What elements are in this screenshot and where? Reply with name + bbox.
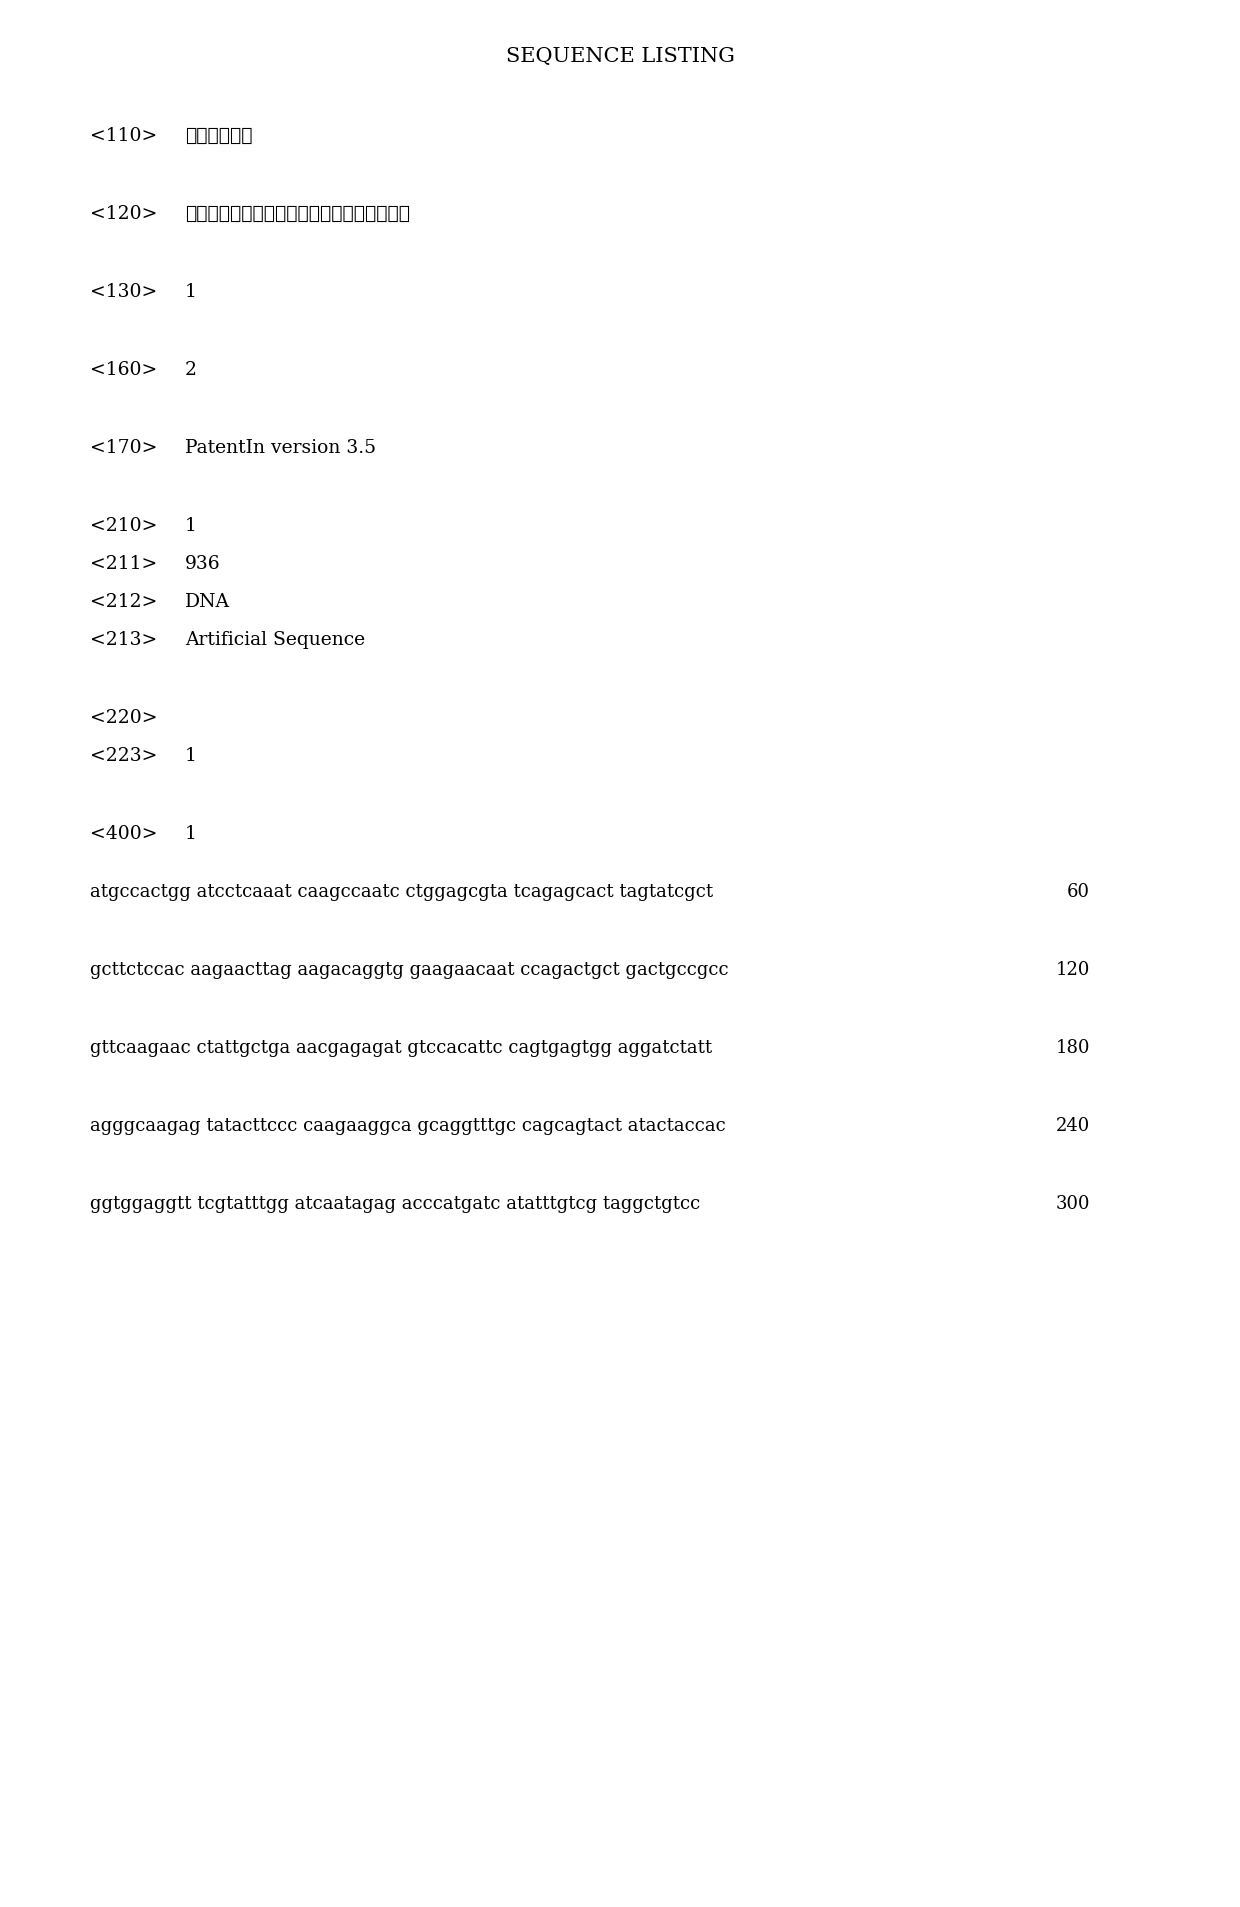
Text: <223>: <223>	[91, 748, 157, 765]
Text: agggcaagag tatacttccc caagaaggca gcaggtttgc cagcagtact atactaccac: agggcaagag tatacttccc caagaaggca gcaggtt…	[91, 1118, 725, 1135]
Text: ggtggaggtt tcgtatttgg atcaatagag acccatgatc atatttgtcg taggctgtcc: ggtggaggtt tcgtatttgg atcaatagag acccatg…	[91, 1196, 701, 1213]
Text: PatentIn version 3.5: PatentIn version 3.5	[185, 439, 376, 458]
Text: <120>: <120>	[91, 204, 157, 223]
Text: <211>: <211>	[91, 555, 157, 572]
Text: <210>: <210>	[91, 517, 157, 536]
Text: 936: 936	[185, 555, 221, 572]
Text: 120: 120	[1055, 961, 1090, 978]
Text: 1: 1	[185, 748, 197, 765]
Text: 1: 1	[185, 282, 197, 301]
Text: DNA: DNA	[185, 593, 229, 610]
Text: 180: 180	[1055, 1039, 1090, 1056]
Text: <220>: <220>	[91, 709, 157, 727]
Text: 一种利用高温酯酶去除废纸浆中胶黄物的方法: 一种利用高温酯酶去除废纸浆中胶黄物的方法	[185, 204, 410, 223]
Text: <160>: <160>	[91, 360, 157, 379]
Text: gttcaagaac ctattgctga aacgagagat gtccacattc cagtgagtgg aggatctatt: gttcaagaac ctattgctga aacgagagat gtccaca…	[91, 1039, 712, 1056]
Text: 60: 60	[1066, 883, 1090, 900]
Text: SEQUENCE LISTING: SEQUENCE LISTING	[506, 48, 734, 67]
Text: Artificial Sequence: Artificial Sequence	[185, 631, 365, 648]
Text: 2: 2	[185, 360, 197, 379]
Text: 华南理工大学: 华南理工大学	[185, 128, 253, 145]
Text: <130>: <130>	[91, 282, 157, 301]
Text: 240: 240	[1055, 1118, 1090, 1135]
Text: gcttctccac aagaacttag aagacaggtg gaagaacaat ccagactgct gactgccgcc: gcttctccac aagaacttag aagacaggtg gaagaac…	[91, 961, 729, 978]
Text: atgccactgg atcctcaaat caagccaatc ctggagcgta tcagagcact tagtatcgct: atgccactgg atcctcaaat caagccaatc ctggagc…	[91, 883, 713, 900]
Text: <170>: <170>	[91, 439, 157, 458]
Text: <212>: <212>	[91, 593, 157, 610]
Text: <213>: <213>	[91, 631, 157, 648]
Text: <400>: <400>	[91, 826, 157, 843]
Text: 300: 300	[1055, 1196, 1090, 1213]
Text: 1: 1	[185, 826, 197, 843]
Text: 1: 1	[185, 517, 197, 536]
Text: <110>: <110>	[91, 128, 157, 145]
